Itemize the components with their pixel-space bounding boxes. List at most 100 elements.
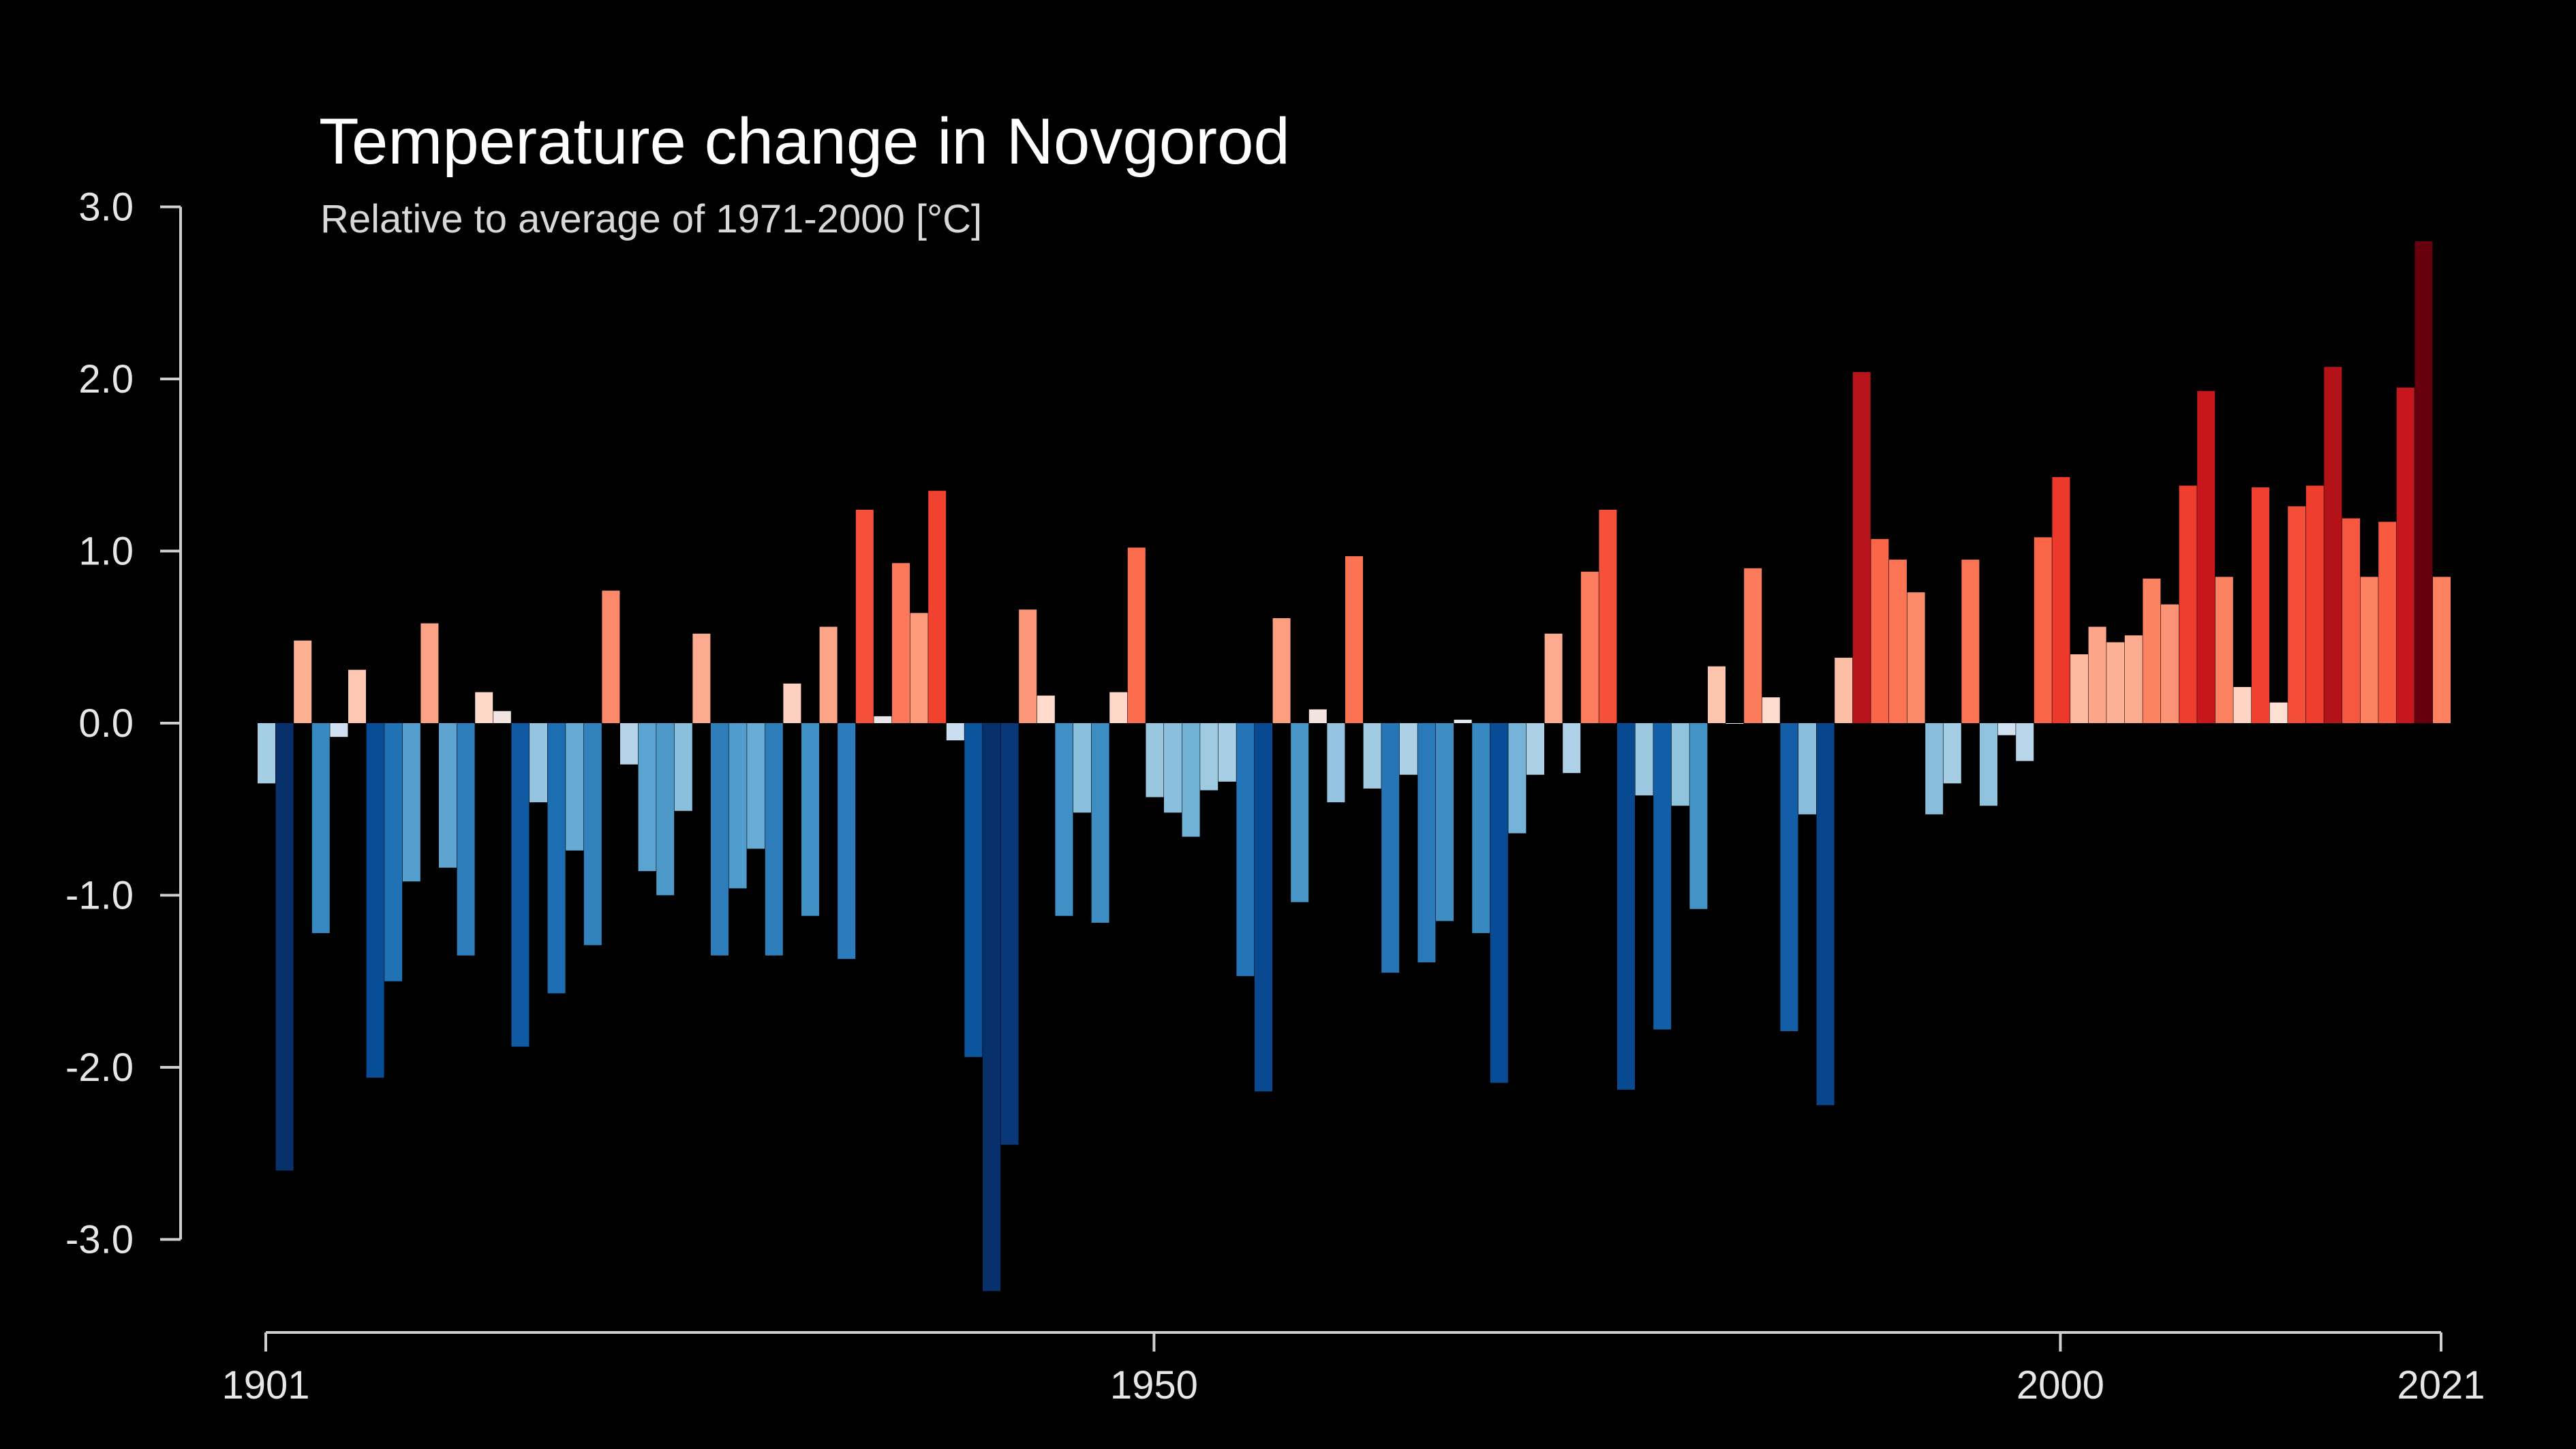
bar-2000 — [2052, 476, 2070, 723]
bar-1946 — [1073, 723, 1091, 813]
bar-2008 — [2197, 391, 2215, 723]
bar-1909 — [402, 723, 420, 882]
bar-1980 — [1689, 723, 1708, 909]
bar-1955 — [1236, 723, 1255, 977]
bar-1916 — [530, 723, 547, 803]
bar-1976 — [1617, 723, 1635, 1090]
bar-1926 — [711, 723, 729, 956]
bar-1998 — [2016, 723, 2034, 761]
y-tick-label: -1.0 — [65, 874, 134, 918]
bar-2013 — [2288, 506, 2306, 723]
bar-1935 — [874, 716, 892, 723]
bar-2018 — [2378, 521, 2397, 723]
bar-1952 — [1182, 723, 1200, 837]
bar-1907 — [366, 723, 384, 1078]
bar-1938 — [928, 491, 947, 724]
bar-2011 — [2252, 487, 2269, 724]
bar-1972 — [1544, 633, 1563, 723]
bar-1903 — [294, 640, 312, 723]
bar-1943 — [1019, 609, 1037, 723]
bar-1953 — [1200, 723, 1218, 791]
bar-1957 — [1272, 617, 1291, 724]
bar-1939 — [946, 723, 964, 741]
bar-1975 — [1599, 509, 1617, 723]
bar-2010 — [2233, 686, 2252, 723]
bar-2007 — [2179, 485, 2197, 723]
bar-1904 — [311, 723, 330, 934]
bar-1974 — [1580, 571, 1599, 723]
x-tick-label: 1950 — [1110, 1363, 1198, 1407]
bar-1970 — [1508, 723, 1527, 834]
bar-1932 — [819, 626, 838, 723]
bar-1920 — [602, 590, 620, 724]
bar-1941 — [983, 723, 1000, 1292]
bar-1913 — [475, 692, 493, 723]
bar-1937 — [910, 613, 928, 723]
bar-2019 — [2396, 387, 2414, 724]
y-axis: 3.0 2.0 1.0 0.0 -1.0 -2.0 -3.0 — [65, 185, 182, 1262]
bar-1948 — [1109, 692, 1128, 723]
bar-1917 — [547, 723, 566, 994]
bar-1928 — [747, 723, 765, 849]
bar-2003 — [2106, 642, 2125, 723]
bar-1961 — [1345, 556, 1363, 723]
y-tick-label: -3.0 — [65, 1218, 134, 1262]
bar-2012 — [2269, 702, 2288, 723]
bar-1949 — [1127, 547, 1146, 723]
bar-1960 — [1327, 723, 1345, 803]
bar-1971 — [1527, 723, 1544, 775]
bar-1924 — [674, 723, 692, 811]
bar-1911 — [439, 723, 457, 868]
bar-1984 — [1762, 697, 1780, 724]
bar-2015 — [2324, 367, 2342, 723]
bar-1931 — [801, 723, 819, 916]
bar-1985 — [1780, 723, 1798, 1031]
bar-1945 — [1055, 723, 1073, 916]
bar-1940 — [964, 723, 983, 1057]
bar-1992 — [1907, 592, 1925, 723]
y-tick-label: 2.0 — [78, 357, 134, 401]
bar-1978 — [1653, 723, 1672, 1030]
bar-1933 — [838, 723, 856, 959]
bar-1929 — [765, 723, 783, 956]
bar-1990 — [1871, 538, 1889, 724]
bar-2006 — [2161, 604, 2179, 723]
bar-1964 — [1399, 723, 1417, 775]
bar-1986 — [1798, 723, 1816, 814]
x-tick-label: 2000 — [2017, 1363, 2104, 1407]
bar-2005 — [2143, 578, 2161, 723]
bar-2009 — [2215, 577, 2233, 724]
bar-2020 — [2414, 241, 2433, 723]
bar-1936 — [892, 563, 910, 723]
bar-1905 — [330, 723, 348, 737]
bar-1995 — [1961, 560, 1980, 724]
bar-1914 — [493, 711, 511, 724]
bar-1902 — [275, 723, 294, 1171]
bars — [258, 241, 2451, 1292]
bar-1923 — [656, 723, 675, 896]
bar-1965 — [1417, 723, 1436, 962]
bar-1962 — [1363, 723, 1381, 789]
bar-1950 — [1146, 723, 1164, 797]
bar-1930 — [783, 683, 801, 723]
bar-1921 — [620, 723, 638, 765]
chart-title: Temperature change in Novgorod — [319, 105, 1290, 178]
chart-subtitle: Relative to average of 1971-2000 [°C] — [320, 197, 982, 241]
bar-2017 — [2360, 577, 2378, 724]
bar-1951 — [1164, 723, 1182, 813]
bar-2002 — [2088, 626, 2106, 723]
bar-1910 — [420, 623, 439, 723]
bar-2016 — [2342, 518, 2360, 723]
bar-1997 — [1997, 723, 2016, 735]
bar-1969 — [1490, 723, 1508, 1083]
bar-1915 — [511, 723, 530, 1047]
bar-1906 — [348, 669, 366, 724]
x-axis: 1901 1950 2000 2021 — [221, 1331, 2485, 1407]
bar-1982 — [1726, 723, 1744, 724]
bar-1979 — [1671, 723, 1689, 806]
bar-1908 — [384, 723, 403, 981]
bar-1963 — [1381, 723, 1400, 973]
y-tick-label: 3.0 — [78, 185, 134, 230]
bar-2014 — [2305, 485, 2324, 723]
